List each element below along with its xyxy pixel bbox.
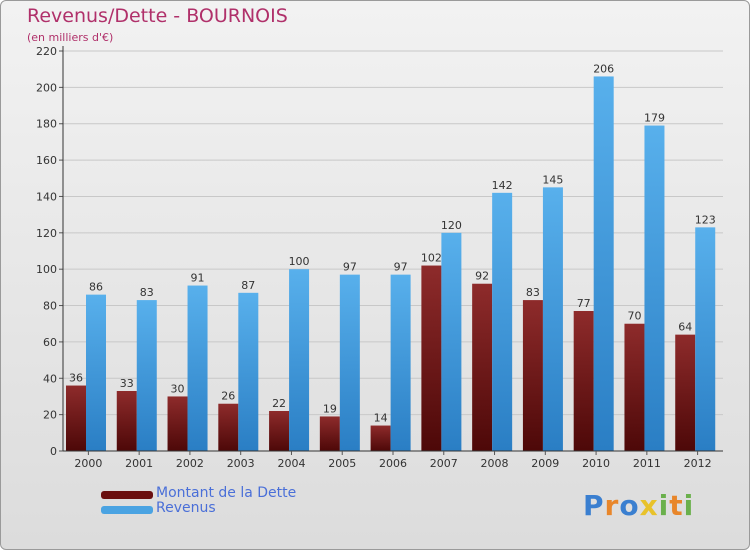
data-label: 86 [89,281,103,294]
x-tick-label: 2000 [74,457,102,470]
data-label: 64 [678,321,692,334]
bar-revenus [339,274,360,451]
legend-label-revenus: Revenus [156,500,216,516]
y-tick-label: 0 [50,445,57,458]
y-tick-label: 200 [36,81,57,94]
logo-letter: P [583,489,605,522]
data-label: 97 [394,261,408,274]
data-label: 30 [171,382,185,395]
bar-revenus [593,76,614,452]
x-tick-label: 2005 [328,457,356,470]
data-label: 123 [695,213,716,226]
data-label: 19 [323,402,337,415]
bar-dette [370,425,391,451]
x-tick-label: 2011 [633,457,661,470]
x-tick-label: 2002 [176,457,204,470]
bar-dette [472,283,493,451]
y-tick-label: 220 [36,45,57,58]
bar-dette [522,300,543,451]
legend-swatch-dette [101,491,153,499]
data-label: 179 [644,112,665,125]
bar-dette [421,265,442,451]
data-label: 87 [241,279,255,292]
x-tick-label: 2009 [531,457,559,470]
y-tick-label: 80 [43,300,57,313]
x-tick-label: 2004 [277,457,305,470]
y-tick-label: 100 [36,263,57,276]
data-label: 102 [421,252,442,265]
data-label: 92 [475,270,489,283]
data-label: 26 [221,390,235,403]
y-tick-label: 40 [43,372,57,385]
bar-dette [624,323,645,451]
bar-revenus [441,232,462,451]
data-labels: 36 86 33 83 30 91 26 87 22 100 19 97 14 97 102 120 92 142… [69,62,716,424]
y-tick-label: 140 [36,190,57,203]
bar-dette [116,391,137,451]
chart-title: Revenus/Dette - BOURNOIS [27,5,288,27]
data-label: 14 [374,412,388,425]
bar-dette [675,334,696,451]
logo-letter: i [658,489,670,522]
x-tick-label: 2007 [430,457,458,470]
data-label: 120 [441,219,462,232]
logo-letter: x [639,489,659,522]
legend-swatch-revenus [101,506,153,514]
data-label: 77 [577,297,591,310]
legend-label-dette: Montant de la Dette [156,485,297,501]
logo-letter: o [619,489,640,522]
axes: 0 20 40 60 80 100 120 140 160 180 200 220 2000 2001 20… [36,45,723,470]
bar-revenus [644,125,665,451]
data-label: 91 [191,272,205,285]
bar-dette [167,396,188,451]
x-tick-label: 2001 [125,457,153,470]
bar-revenus [492,192,513,451]
bar-dette [269,411,290,451]
bar-dette [218,403,239,451]
x-tick-label: 2012 [684,457,712,470]
chart-subtitle: (en milliers d'€) [27,31,114,44]
proxiti-logo: Proxiti [583,489,694,522]
logo-letter: i [683,489,695,522]
data-label: 33 [120,377,134,390]
data-label: 145 [542,173,563,186]
x-tick-label: 2008 [481,457,509,470]
data-label: 83 [140,286,154,299]
bar-revenus [238,292,259,451]
x-tick-label: 2010 [582,457,610,470]
x-tick-label: 2003 [227,457,255,470]
bar-revenus [695,227,716,451]
y-tick-label: 120 [36,227,57,240]
data-label: 83 [526,286,540,299]
data-label: 206 [593,62,614,75]
y-tick-label: 60 [43,336,57,349]
bar-revenus [86,294,106,451]
data-label: 70 [627,310,641,323]
bars [66,76,716,452]
logo-letter: r [604,489,620,522]
bar-revenus [289,269,310,451]
bar-revenus [542,187,563,451]
bar-dette [66,385,86,451]
bar-dette [573,311,594,451]
data-label: 22 [272,397,286,410]
bar-revenus [187,285,208,451]
data-label: 97 [343,261,357,274]
data-label: 36 [69,372,83,385]
y-tick-label: 20 [43,409,57,422]
data-label: 142 [492,179,513,192]
x-tick-label: 2006 [379,457,407,470]
logo-letter: t [669,489,684,522]
bar-revenus [390,274,411,451]
data-label: 100 [289,255,310,268]
y-tick-label: 180 [36,118,57,131]
y-tick-label: 160 [36,154,57,167]
bar-revenus [136,300,157,451]
bar-dette [319,416,340,451]
